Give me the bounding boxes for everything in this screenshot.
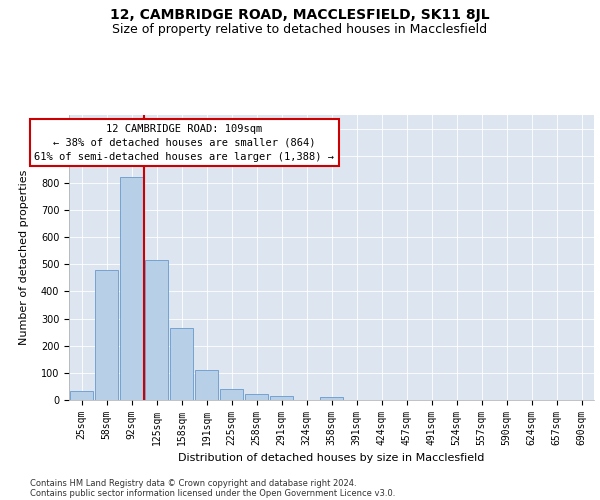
Bar: [145, 260, 168, 400]
Bar: [270, 396, 293, 400]
Text: Contains public sector information licensed under the Open Government Licence v3: Contains public sector information licen…: [30, 488, 395, 498]
Text: 12, CAMBRIDGE ROAD, MACCLESFIELD, SK11 8JL: 12, CAMBRIDGE ROAD, MACCLESFIELD, SK11 8…: [110, 8, 490, 22]
Bar: [95, 270, 118, 400]
Bar: [170, 328, 193, 400]
X-axis label: Distribution of detached houses by size in Macclesfield: Distribution of detached houses by size …: [178, 454, 485, 464]
Y-axis label: Number of detached properties: Number of detached properties: [19, 170, 29, 345]
Text: 12 CAMBRIDGE ROAD: 109sqm
← 38% of detached houses are smaller (864)
61% of semi: 12 CAMBRIDGE ROAD: 109sqm ← 38% of detac…: [35, 124, 335, 162]
Bar: [195, 370, 218, 400]
Text: Contains HM Land Registry data © Crown copyright and database right 2024.: Contains HM Land Registry data © Crown c…: [30, 478, 356, 488]
Bar: [220, 389, 243, 400]
Text: Size of property relative to detached houses in Macclesfield: Size of property relative to detached ho…: [112, 22, 488, 36]
Bar: [120, 178, 143, 400]
Bar: [245, 394, 268, 400]
Bar: [320, 398, 343, 400]
Bar: [70, 391, 93, 400]
